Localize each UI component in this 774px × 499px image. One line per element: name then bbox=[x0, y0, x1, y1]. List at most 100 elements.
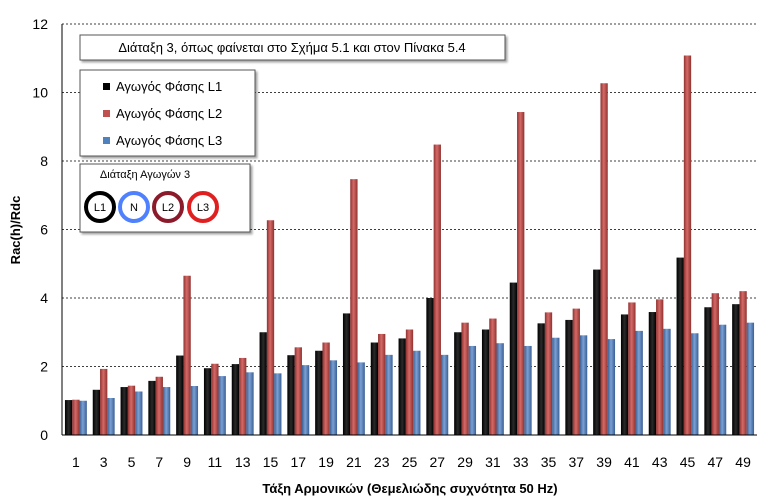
bar-l2-h45 bbox=[683, 55, 692, 435]
bar-l2-h23 bbox=[378, 333, 386, 435]
bar-l3-h41 bbox=[635, 330, 643, 435]
bar-l1-h1 bbox=[64, 400, 73, 435]
y-tick-label: 0 bbox=[40, 427, 48, 443]
bar-l2-h15 bbox=[266, 220, 275, 435]
annotation-text: Διάταξη 3, όπως φαίνεται στο Σχήμα 5.1 κ… bbox=[118, 40, 465, 55]
x-tick-label: 35 bbox=[541, 454, 557, 470]
x-tick-label: 9 bbox=[183, 454, 191, 470]
x-tick-label: 43 bbox=[652, 454, 668, 470]
svg-text:L1: L1 bbox=[94, 202, 106, 214]
bar-l2-h27 bbox=[433, 144, 441, 435]
conductor-l1: L1 bbox=[84, 191, 116, 223]
bar-l1-h25 bbox=[398, 338, 406, 435]
bar-l2-h13 bbox=[239, 357, 247, 435]
bar-l2-h31 bbox=[489, 318, 497, 435]
x-tick-label: 25 bbox=[402, 454, 418, 470]
bar-l2-h49 bbox=[739, 291, 747, 435]
y-tick-label: 12 bbox=[32, 16, 48, 32]
inset-title: Διάταξη Αγωγών 3 bbox=[100, 169, 190, 181]
bar-l2-h19 bbox=[322, 342, 330, 435]
bar-l3-h33 bbox=[524, 345, 532, 435]
bar-l3-h29 bbox=[468, 345, 477, 435]
bar-l3-h43 bbox=[663, 328, 671, 435]
conductor-arrangement-inset: Διάταξη Αγωγών 3 L1 N L2 L3 bbox=[79, 163, 251, 233]
bar-l3-h19 bbox=[329, 360, 338, 435]
y-tick-label: 6 bbox=[40, 222, 48, 238]
bar-l1-h21 bbox=[342, 313, 351, 435]
y-tick-label: 2 bbox=[40, 359, 48, 375]
bar-l1-h37 bbox=[565, 319, 573, 435]
bar-l1-h7 bbox=[148, 380, 156, 435]
x-axis-title: Τάξη Αρμονικών (Θεμελιώδης συχνότητα 50 … bbox=[262, 481, 557, 496]
bar-l3-h49 bbox=[746, 322, 755, 435]
bar-l2-h47 bbox=[711, 293, 719, 435]
x-tick-label: 3 bbox=[100, 454, 108, 470]
x-tick-label: 41 bbox=[624, 454, 640, 470]
bar-l2-h21 bbox=[350, 179, 358, 435]
bar-l3-h3 bbox=[107, 398, 115, 435]
conductor-n: N bbox=[118, 191, 150, 223]
y-tick-label: 4 bbox=[40, 290, 48, 306]
bar-l1-h31 bbox=[481, 329, 490, 435]
bar-l3-h47 bbox=[718, 324, 727, 435]
bar-l1-h19 bbox=[315, 350, 323, 435]
x-tick-label: 49 bbox=[735, 454, 751, 470]
x-tick-label: 21 bbox=[346, 454, 362, 470]
bar-l1-h11 bbox=[203, 368, 212, 435]
bar-l3-h31 bbox=[496, 343, 504, 435]
legend-label-l1: Αγωγός Φάσης L1 bbox=[116, 79, 222, 94]
bar-l1-h35 bbox=[537, 323, 545, 435]
bar-l3-h13 bbox=[246, 372, 254, 435]
x-tick-label: 47 bbox=[708, 454, 724, 470]
y-tick-label: 8 bbox=[40, 153, 48, 169]
bar-l3-h39 bbox=[607, 339, 616, 435]
y-axis-title: Rac(h)/Rdc bbox=[8, 196, 23, 265]
x-tick-label: 11 bbox=[208, 454, 223, 470]
x-tick-label: 45 bbox=[680, 454, 696, 470]
bar-l1-h33 bbox=[509, 282, 518, 435]
bar-l2-h3 bbox=[100, 368, 108, 435]
bar-l1-h43 bbox=[648, 312, 657, 435]
bar-l1-h23 bbox=[370, 342, 379, 435]
legend-swatch-l3 bbox=[103, 137, 110, 144]
bar-l2-h7 bbox=[155, 376, 163, 435]
svg-text:L3: L3 bbox=[197, 202, 209, 214]
conductor-l3: L3 bbox=[187, 191, 219, 223]
svg-text:N: N bbox=[130, 202, 138, 214]
bar-l3-h9 bbox=[190, 386, 199, 435]
annotation-box: Διάταξη 3, όπως φαίνεται στο Σχήμα 5.1 κ… bbox=[79, 34, 506, 61]
bar-l2-h29 bbox=[461, 322, 469, 435]
legend-label-l3: Αγωγός Φάσης L3 bbox=[116, 133, 222, 148]
bar-l1-h45 bbox=[676, 257, 684, 435]
bar-l2-h17 bbox=[294, 347, 302, 435]
x-tick-label: 31 bbox=[485, 454, 501, 470]
bar-l3-h27 bbox=[440, 354, 449, 435]
bar-l1-h5 bbox=[120, 387, 128, 435]
bar-l3-h45 bbox=[691, 333, 699, 435]
x-tick-label: 1 bbox=[72, 454, 80, 470]
bar-l3-h7 bbox=[162, 387, 171, 435]
legend-swatch-l2 bbox=[103, 110, 110, 117]
legend: Αγωγός Φάσης L1 Αγωγός Φάσης L2 Αγωγός Φ… bbox=[79, 69, 256, 157]
x-tick-label: 27 bbox=[430, 454, 446, 470]
bar-l2-h37 bbox=[572, 308, 580, 435]
legend-swatch-l1 bbox=[103, 83, 110, 90]
bar-l2-h25 bbox=[405, 329, 414, 435]
bar-l2-h43 bbox=[656, 299, 664, 435]
bar-l1-h49 bbox=[732, 304, 740, 435]
bar-l3-h11 bbox=[218, 376, 226, 435]
x-tick-label: 7 bbox=[155, 454, 163, 470]
bar-l3-h35 bbox=[552, 337, 560, 435]
bar-l1-h29 bbox=[454, 332, 462, 435]
x-tick-label: 17 bbox=[291, 454, 307, 470]
bar-l1-h27 bbox=[426, 298, 434, 435]
bar-l2-h11 bbox=[211, 363, 219, 435]
bar-l1-h39 bbox=[593, 269, 601, 435]
y-tick-label: 10 bbox=[32, 85, 48, 101]
conductor-l2: L2 bbox=[152, 191, 184, 223]
x-tick-label: 29 bbox=[457, 454, 473, 470]
bar-l1-h41 bbox=[620, 314, 629, 435]
x-tick-labels: 1 3 5 7 9 11 13 15 17 19 21 23 25 27 29 31 33 35 37 39 41 43 4… bbox=[72, 454, 751, 470]
x-tick-label: 15 bbox=[263, 454, 279, 470]
bar-l2-h35 bbox=[544, 312, 553, 435]
